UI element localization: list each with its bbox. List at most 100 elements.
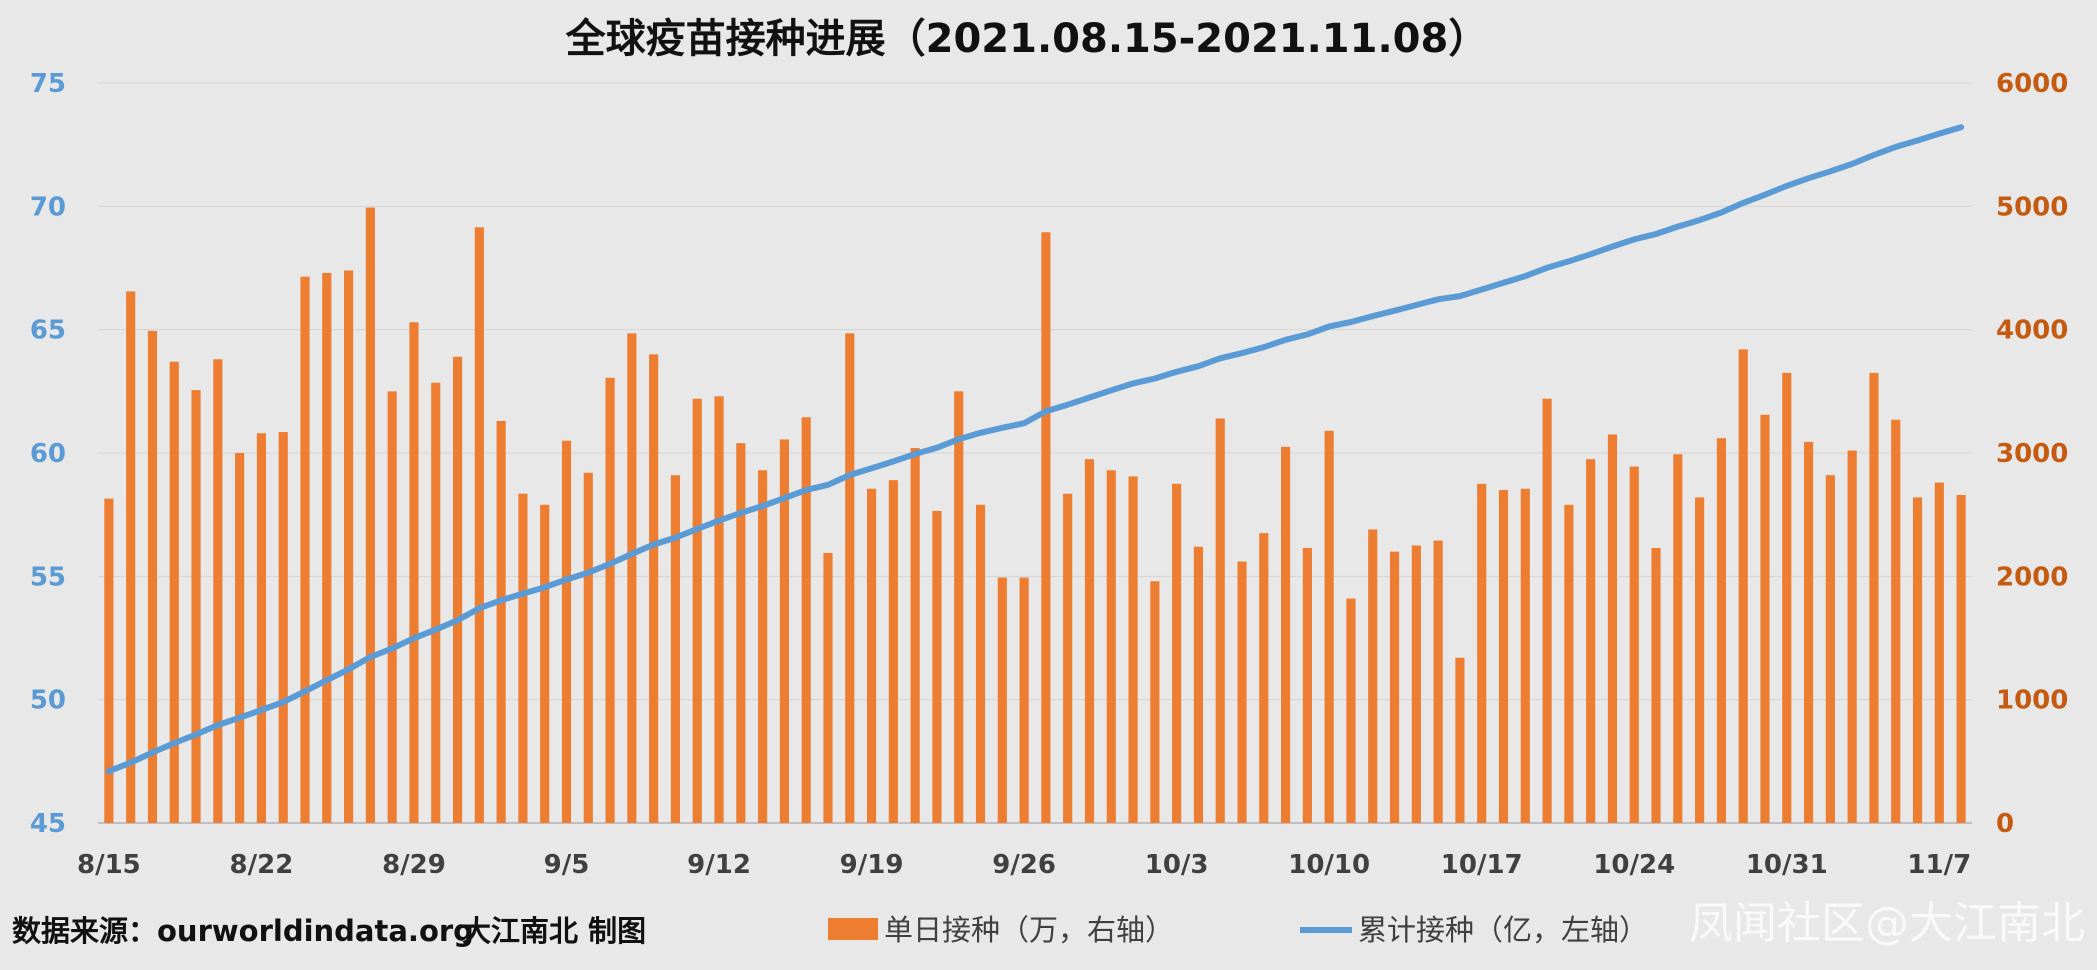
bar — [1128, 476, 1138, 823]
bar — [583, 472, 593, 823]
bar — [1346, 598, 1356, 823]
bar — [496, 420, 506, 823]
bar — [452, 356, 463, 823]
x-tick-label: 8/15 — [77, 850, 141, 880]
bar — [147, 330, 158, 823]
x-tick-label: 9/5 — [544, 850, 590, 880]
bar — [1782, 372, 1792, 823]
bar — [736, 443, 746, 823]
y-right-tick-label: 6000 — [1996, 69, 2068, 99]
bar — [1302, 547, 1312, 823]
y-left-tick-label: 65 — [30, 316, 66, 346]
x-tick-label: 11/7 — [1907, 850, 1971, 880]
bar — [758, 470, 768, 823]
bar — [1673, 454, 1683, 823]
bar — [1455, 657, 1465, 823]
y-right-tick-label: 2000 — [1996, 562, 2068, 592]
bar — [1760, 414, 1770, 823]
bar — [1215, 418, 1225, 823]
y-right-tick-label: 5000 — [1996, 192, 2068, 222]
x-axis-ticks: 8/15 8/22 8/29 9/5 9/12 9/19 9/26 10/3 10/10 10/1… — [77, 850, 1971, 880]
right-axis-ticks: 0 1000 2000 3000 4000 5000 6000 — [1996, 69, 2068, 839]
bar — [1542, 398, 1552, 823]
bar — [714, 396, 724, 823]
bar — [1237, 561, 1247, 823]
daily-bars — [104, 207, 1966, 824]
bar — [365, 207, 375, 824]
bar — [300, 276, 310, 824]
bar — [910, 448, 920, 823]
left-axis-ticks: 45 50 55 60 65 70 75 — [30, 69, 66, 839]
bar — [191, 390, 201, 823]
bar — [256, 433, 267, 823]
watermark: 凤闻社区@大江南北 — [1689, 898, 2085, 949]
bar — [1738, 349, 1748, 823]
bar — [104, 498, 114, 823]
bar — [1019, 577, 1029, 823]
bar — [932, 510, 942, 823]
author-note: 大江南北 制图 — [462, 914, 646, 948]
legend-bar-swatch — [828, 918, 878, 940]
bar — [1433, 540, 1443, 823]
cumulative-line — [105, 124, 1965, 775]
bar — [888, 480, 898, 823]
bar — [1172, 483, 1182, 823]
y-right-tick-label: 3000 — [1996, 439, 2068, 469]
bar — [1847, 450, 1857, 823]
bar — [801, 417, 811, 823]
x-tick-label: 10/24 — [1593, 850, 1675, 880]
x-tick-label: 10/10 — [1288, 850, 1370, 880]
bar — [997, 577, 1007, 823]
bar — [1651, 547, 1661, 823]
bar — [1825, 475, 1835, 823]
bar — [1477, 483, 1487, 823]
bar — [1498, 490, 1509, 823]
x-tick-label: 9/12 — [687, 850, 751, 880]
bar — [126, 291, 136, 823]
source-note: 数据来源：ourworldindata.org — [12, 914, 474, 948]
bar — [1259, 533, 1269, 823]
y-left-tick-label: 75 — [30, 69, 66, 99]
bar — [1891, 419, 1901, 823]
bar — [344, 270, 354, 823]
bar — [1389, 551, 1400, 823]
bar — [954, 391, 964, 823]
x-tick-label: 9/26 — [992, 850, 1056, 880]
bar — [540, 504, 550, 823]
bar — [431, 382, 441, 823]
y-left-tick-label: 70 — [30, 192, 66, 222]
bar — [387, 391, 397, 823]
bar — [561, 440, 572, 823]
bar — [474, 227, 484, 824]
gridlines — [98, 82, 1972, 824]
y-left-tick-label: 60 — [30, 439, 66, 469]
bar — [1281, 446, 1291, 823]
bar — [1564, 504, 1574, 823]
bar — [1084, 459, 1095, 823]
bar — [779, 439, 789, 823]
bar — [1150, 581, 1160, 823]
y-left-tick-label: 50 — [30, 686, 66, 716]
bar — [1586, 459, 1596, 823]
bar — [1869, 372, 1879, 823]
bar — [278, 432, 288, 823]
bar — [845, 333, 855, 823]
bar — [1607, 434, 1618, 823]
x-tick-label: 8/22 — [230, 850, 294, 880]
bar — [670, 475, 681, 823]
bar — [1193, 546, 1204, 823]
x-tick-label: 10/17 — [1441, 850, 1523, 880]
y-left-tick-label: 55 — [30, 562, 66, 592]
bar — [213, 359, 223, 823]
bar — [1716, 438, 1726, 823]
bar — [518, 493, 528, 823]
y-right-tick-label: 0 — [1996, 809, 2014, 839]
bar — [1063, 493, 1073, 823]
bar — [627, 333, 637, 823]
bar — [1411, 545, 1421, 823]
bar — [1629, 466, 1639, 823]
chart-title: 全球疫苗接种进展（2021.08.15-2021.11.08） — [565, 16, 1489, 62]
bar — [1956, 494, 1966, 823]
bar — [1803, 441, 1814, 823]
